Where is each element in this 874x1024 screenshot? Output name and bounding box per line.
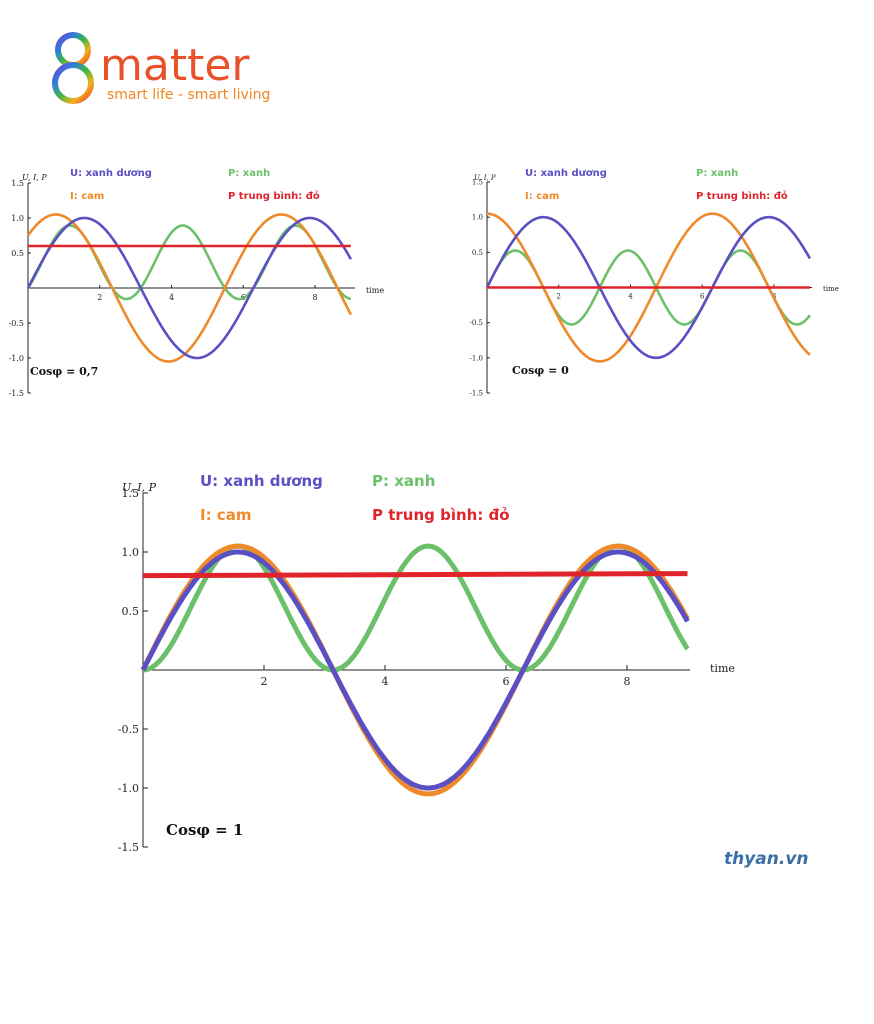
x-axis-label: time xyxy=(710,662,735,675)
x-axis-label: time xyxy=(366,286,384,295)
legend-entry: P trung bình: đỏ xyxy=(228,190,320,202)
x-tick-label: 8 xyxy=(624,675,631,688)
logo-brand-text: matter xyxy=(100,40,250,91)
y-tick-label: -0.5 xyxy=(118,723,139,736)
y-tick-label: 0.5 xyxy=(472,249,483,257)
x-tick-label: 8 xyxy=(312,293,317,302)
x-tick-label: 4 xyxy=(628,293,633,301)
y-tick-label: 0.5 xyxy=(11,249,24,258)
series-u-line xyxy=(485,215,812,360)
y-tick-label: 1.5 xyxy=(472,178,483,186)
legend-entry: P: xanh xyxy=(228,168,270,179)
series-u-line xyxy=(26,216,353,360)
legend-entry: P: xanh xyxy=(696,168,738,179)
x-tick-label: 2 xyxy=(261,675,268,688)
y-axis-label: U, I, P xyxy=(22,173,47,182)
y-axis-label: U, I, P xyxy=(474,174,496,182)
y-tick-label: -1.0 xyxy=(118,782,139,795)
y-tick-label: -0.5 xyxy=(470,319,484,327)
watermark-text: thyan.vn xyxy=(724,849,809,869)
y-tick-label: -1.5 xyxy=(9,389,24,398)
legend-entry: I: cam xyxy=(200,506,251,524)
y-axis-label: U, I, P xyxy=(122,481,157,494)
y-tick-label: 1.0 xyxy=(472,214,483,222)
y-tick-label: -0.5 xyxy=(9,319,24,328)
x-tick-label: 4 xyxy=(382,675,389,688)
y-tick-label: -1.5 xyxy=(470,389,484,397)
series-i-line xyxy=(140,543,690,797)
series-u-line xyxy=(140,549,690,791)
legend-entry: P trung bình: đỏ xyxy=(372,506,510,524)
brand-logo: matter smart life - smart living xyxy=(52,32,270,104)
cos-phi-annotation: Cosφ = 0 xyxy=(512,364,569,377)
x-tick-label: 4 xyxy=(169,293,174,302)
logo-tagline: smart life - smart living xyxy=(107,87,270,103)
legend-entry: I: cam xyxy=(525,191,559,202)
legend-entry: U: xanh dương xyxy=(525,168,607,179)
series-i-line xyxy=(486,212,811,363)
y-tick-label: 1.0 xyxy=(122,546,140,559)
legend-entry: P trung bình: đỏ xyxy=(696,190,788,202)
y-tick-label: -1.5 xyxy=(118,841,139,854)
legend-entry: U: xanh dương xyxy=(200,472,323,490)
x-axis-label: time xyxy=(823,285,839,293)
chart-cos-1: 1.5 1.0 0.5 -0.5 -1.0 -1.5 2 4 6 8 U, I, P time U: x… xyxy=(118,472,735,854)
x-tick-label: 6 xyxy=(700,293,705,301)
y-tick-label: 1.0 xyxy=(11,214,24,223)
y-tick-label: 0.5 xyxy=(122,605,140,618)
legend-entry: P: xanh xyxy=(372,472,435,490)
legend-entry: I: cam xyxy=(70,191,104,202)
x-tick-label: 2 xyxy=(97,293,102,302)
legend-entry: U: xanh dương xyxy=(70,168,152,179)
y-tick-label: -1.0 xyxy=(9,354,24,363)
series-p-average-line xyxy=(142,571,688,579)
cos-phi-annotation: Cosφ = 0,7 xyxy=(30,365,98,378)
series-p-line xyxy=(142,543,690,673)
cos-phi-annotation: Cosφ = 1 xyxy=(166,821,243,839)
y-tick-label: -1.0 xyxy=(470,354,484,362)
y-tick-label: 1.5 xyxy=(122,487,140,500)
y-tick-label: 1.5 xyxy=(11,179,24,188)
logo-mark-icon xyxy=(52,32,94,104)
x-tick-label: 6 xyxy=(503,675,510,688)
x-tick-label: 2 xyxy=(557,293,561,301)
